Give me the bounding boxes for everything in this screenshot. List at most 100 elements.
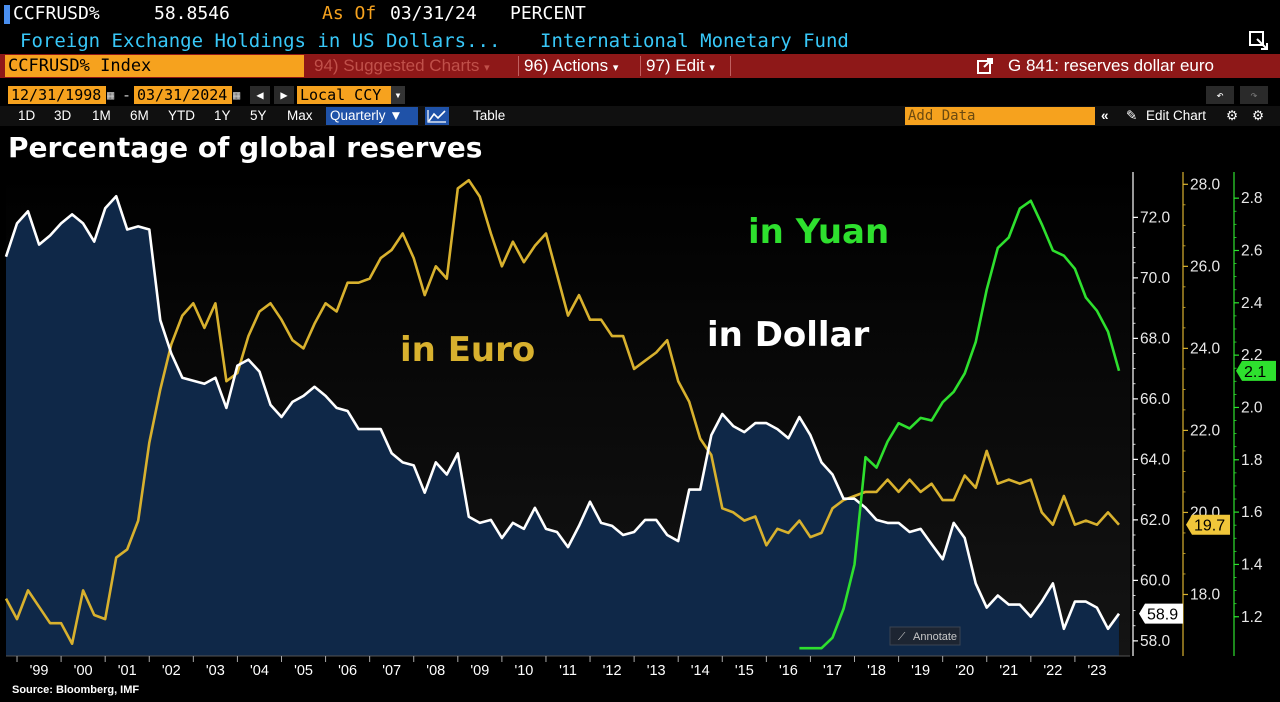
euro-last-value-badge-text: 19.7 (1194, 518, 1225, 535)
chevron-down-icon[interactable]: ▾ (391, 86, 405, 104)
dollar-axis-tick-label: 60.0 (1140, 572, 1171, 589)
annotate-label: Annotate (913, 631, 957, 643)
series-labels-layer: 58.9 19.7 2.1 in Euro in Dollar in Yuan (400, 212, 1276, 624)
add-data-input[interactable]: Add Data (905, 107, 1095, 125)
divider (730, 56, 731, 76)
range-6m[interactable]: 6M (130, 108, 149, 123)
yuan-last-value-badge-text: 2.1 (1244, 364, 1266, 381)
euro-series-line (4, 178, 1120, 646)
pencil-icon[interactable]: ✎ (1126, 108, 1138, 123)
x-tick-label: '08 (426, 663, 445, 679)
dollar-last-value-badge (1139, 603, 1183, 624)
source-organization: International Monetary Fund (540, 30, 849, 52)
x-tick-label: '23 (1087, 663, 1106, 679)
range-ytd[interactable]: YTD (168, 108, 195, 123)
dollar-axis-tick-label: 66.0 (1140, 391, 1171, 408)
x-tick-label: '16 (779, 663, 798, 679)
x-tick-label: '21 (999, 663, 1018, 679)
security-input[interactable]: CCFRUSD% Index (5, 55, 304, 77)
yuan-axis-tick-label: 1.4 (1241, 556, 1263, 573)
dollar-axis-tick-label: 64.0 (1140, 451, 1171, 468)
undo-icon[interactable]: ↶ (1206, 86, 1234, 104)
security-header-row: CCFRUSD% 58.8546 As Of 03/31/24 PERCENT (0, 0, 1280, 28)
x-tick-label: '04 (250, 663, 269, 679)
euro-last-value-badge (1186, 514, 1230, 535)
redo-icon[interactable]: ↷ (1240, 86, 1268, 104)
start-date-input[interactable]: 12/31/1998 (8, 86, 106, 104)
actions-menu[interactable]: 96) Actions ▾ (524, 54, 618, 80)
dollar-axis-tick-label: 58.0 (1140, 633, 1171, 650)
end-date-input[interactable]: 03/31/2024 (134, 86, 232, 104)
euro-axis-tick-label: 18.0 (1190, 586, 1221, 603)
as-of-label: As Of (322, 3, 377, 24)
date-range-row: 12/31/1998 ▦ - 03/31/2024 ▦ ◀ ▶ Local CC… (0, 84, 1280, 106)
next-period-button[interactable]: ▶ (274, 86, 294, 104)
x-tick-label: '19 (911, 663, 930, 679)
command-text: G 841: reserves dollar euro (1008, 56, 1214, 75)
chevron-down-icon: ▾ (709, 62, 715, 74)
chevron-down-icon: ▼ (389, 108, 403, 123)
suggested-charts-label: 94) Suggested Charts (314, 56, 480, 75)
calendar-icon[interactable]: ▦ (107, 88, 115, 102)
annotate-button-bg (889, 626, 961, 646)
x-tick-label: '09 (470, 663, 489, 679)
x-tick-label: '17 (823, 663, 842, 679)
x-tick-label: '00 (74, 663, 93, 679)
yuan-axis-tick-label: 2.8 (1241, 190, 1263, 207)
ticker-label: CCFRUSD% (13, 3, 100, 24)
calendar-icon[interactable]: ▦ (233, 88, 241, 102)
x-tick-label: '12 (603, 663, 622, 679)
divider (640, 56, 641, 76)
security-description: Foreign Exchange Holdings in US Dollars.… (20, 30, 501, 52)
dollar-series-line (4, 194, 1121, 631)
x-tick-label: '15 (735, 663, 754, 679)
chart-settings-icon[interactable]: ⚙ (1226, 108, 1239, 123)
x-tick-label: '06 (338, 663, 357, 679)
last-value: 58.8546 (154, 3, 230, 24)
x-tick-label: '05 (294, 663, 313, 679)
suggested-charts-menu[interactable]: 94) Suggested Charts ▾ (314, 54, 490, 80)
edit-chart-button[interactable]: Edit Chart (1146, 108, 1207, 123)
command-toolbar: CCFRUSD% Index 94) Suggested Charts ▾ 96… (0, 54, 1280, 78)
currency-select[interactable]: Local CCY (297, 86, 391, 104)
range-1m[interactable]: 1M (92, 108, 111, 123)
axes-layer: '99 '00 '01 '02 '03 '04 '05 '06 '07 '08 '09 '10 '11 '… (6, 172, 1263, 679)
edit-menu[interactable]: 97) Edit ▾ (646, 54, 715, 80)
dollar-series-label: in Dollar (707, 315, 870, 355)
annotate-button[interactable]: ⟋ Annotate (889, 626, 961, 646)
x-tick-label: '03 (206, 663, 225, 679)
range-max[interactable]: Max (287, 108, 313, 123)
yuan-axis-tick-label: 2.4 (1241, 295, 1263, 312)
line-chart-icon[interactable] (425, 107, 449, 125)
euro-series-label: in Euro (400, 330, 535, 370)
x-tick-label: '11 (559, 663, 577, 679)
periodicity-select[interactable]: Quarterly ▼ (326, 107, 418, 125)
table-button[interactable]: Table (473, 108, 506, 123)
source-note: Source: Bloomberg, IMF (12, 684, 140, 696)
dollar-area-fill (6, 196, 1119, 656)
range-5y[interactable]: 5Y (250, 108, 267, 123)
dollar-last-value-badge-text: 58.9 (1147, 607, 1178, 624)
collapse-double-chevron-icon[interactable]: « (1101, 108, 1109, 123)
range-3d[interactable]: 3D (54, 108, 72, 123)
popout-window-icon[interactable] (1247, 28, 1271, 52)
x-tick-label: '20 (955, 663, 974, 679)
x-tick-label: '10 (514, 663, 533, 679)
yuan-last-value-badge (1236, 360, 1276, 381)
edit-label: 97) Edit (646, 56, 705, 75)
prev-period-button[interactable]: ◀ (250, 86, 270, 104)
dollar-axis-tick-label: 68.0 (1140, 330, 1171, 347)
annotate-icon: ⟋ (898, 631, 906, 643)
yuan-series-label: in Yuan (748, 212, 889, 252)
range-1y[interactable]: 1Y (214, 108, 231, 123)
divider (518, 56, 519, 76)
x-tick-label: '13 (647, 663, 666, 679)
dollar-area-fill-layer (6, 196, 1119, 656)
external-link-icon[interactable] (976, 57, 994, 75)
x-tick-label: '07 (382, 663, 401, 679)
chevron-down-icon: ▾ (484, 62, 490, 74)
dollar-axis-tick-label: 62.0 (1140, 512, 1171, 529)
yuan-series-line (799, 199, 1121, 650)
range-1d[interactable]: 1D (18, 108, 36, 123)
gear-icon[interactable]: ⚙ (1252, 108, 1265, 123)
